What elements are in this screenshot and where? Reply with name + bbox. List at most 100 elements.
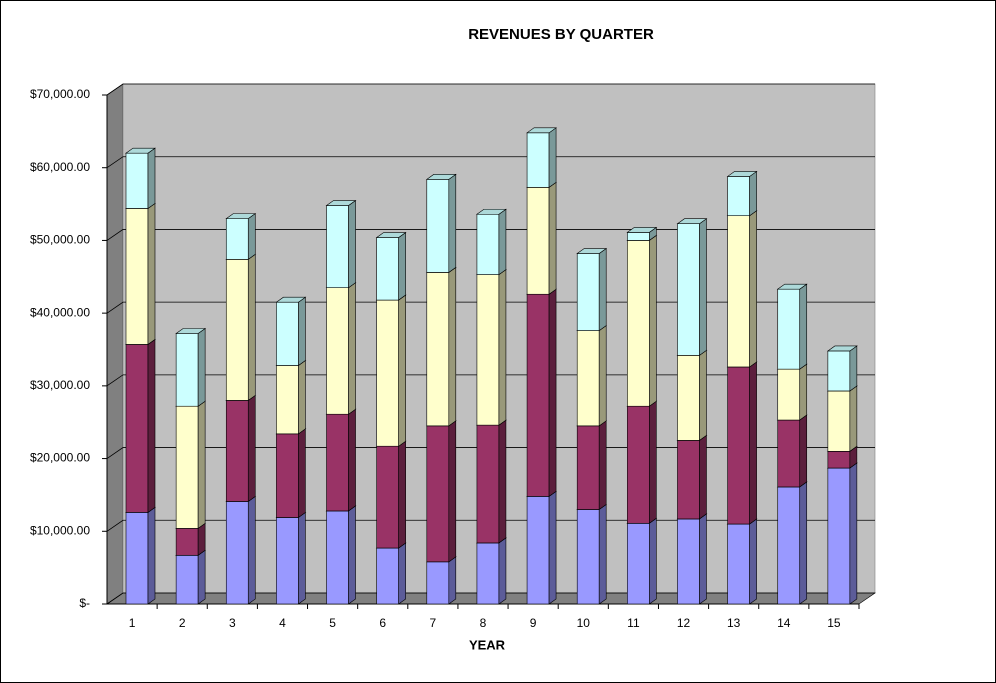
bar-side <box>598 325 607 427</box>
bar-top <box>526 127 558 134</box>
bar-front <box>276 301 299 366</box>
grid-line-segment <box>106 156 875 169</box>
bar-side <box>247 253 256 401</box>
grid-line <box>106 156 875 169</box>
bar-front <box>276 517 299 605</box>
bar-side <box>247 394 256 503</box>
bar-front <box>627 522 650 605</box>
bar-side <box>197 327 206 407</box>
bar-top <box>626 227 658 233</box>
y-tick-label: $10,000.00 <box>30 523 90 537</box>
bar-front <box>175 333 199 407</box>
bar-segment <box>526 490 558 605</box>
bar-segment <box>576 325 608 427</box>
bar-front <box>677 355 700 441</box>
bar-front <box>376 299 399 447</box>
bar-segment <box>526 127 558 188</box>
bar-segment <box>275 296 307 367</box>
grid-line <box>106 519 875 532</box>
x-axis-label: YEAR <box>469 637 506 652</box>
bar-segment <box>175 400 207 529</box>
bar-front <box>727 176 750 217</box>
bar-side <box>699 349 707 441</box>
bar-side <box>147 202 156 345</box>
bar-front <box>476 424 500 544</box>
bar-segment <box>676 513 708 605</box>
bar-side <box>849 462 858 605</box>
grid-line-segment <box>106 229 875 241</box>
bar-front <box>426 179 450 273</box>
bar-side <box>298 296 306 367</box>
bar-front <box>777 368 801 421</box>
bar-side <box>298 359 306 435</box>
bar-side <box>448 420 457 563</box>
bar-side <box>448 266 457 427</box>
bar-segment <box>475 208 507 276</box>
bar-segment <box>325 199 357 289</box>
x-tick-label: 4 <box>279 616 286 630</box>
bar-segment <box>425 556 457 605</box>
bar-side <box>398 294 406 447</box>
bar-front <box>376 547 399 605</box>
bar-segment <box>425 173 457 274</box>
bar-side <box>348 199 356 289</box>
bar-side <box>799 481 808 605</box>
bar-front <box>576 253 600 331</box>
bar-segment <box>475 537 507 605</box>
grid-line-segment <box>106 83 875 96</box>
bar-side <box>348 282 356 415</box>
bar-segment <box>776 363 808 421</box>
bar-segment <box>826 462 858 605</box>
bar-top <box>776 283 808 290</box>
bar-front <box>225 501 249 605</box>
bar-segment <box>676 218 708 356</box>
bar-segment <box>526 288 558 497</box>
bar-segment <box>125 147 156 210</box>
bar-front <box>576 425 600 510</box>
bar-segment <box>225 495 257 605</box>
bar-side <box>197 522 206 556</box>
bar-side <box>247 495 256 605</box>
bar-side <box>348 408 356 512</box>
bar-segment <box>275 511 307 605</box>
bar-segment <box>375 231 407 301</box>
bar-front <box>426 272 450 427</box>
bar-top <box>425 174 457 180</box>
bar-top <box>676 218 708 225</box>
grid-line-segment <box>106 519 875 532</box>
bar-top <box>826 345 858 352</box>
bar-top <box>325 200 357 206</box>
x-tick-label: 8 <box>480 616 487 630</box>
bar-side <box>147 506 156 605</box>
bar-side <box>849 345 858 392</box>
bar-side <box>448 173 457 274</box>
bar-front <box>175 405 199 529</box>
bar-front <box>827 350 851 392</box>
bar-front <box>276 433 299 518</box>
bar-front <box>627 405 650 524</box>
bar-front <box>426 425 450 563</box>
bar-segment <box>726 518 758 605</box>
bar-front <box>476 213 500 275</box>
x-tick-label: 9 <box>530 616 537 630</box>
grid-line-segment <box>106 447 875 459</box>
bar-segment <box>375 294 407 447</box>
bar-segment <box>626 226 658 242</box>
bar-side <box>749 361 757 525</box>
bar-segment <box>726 170 758 217</box>
bar-side <box>147 338 156 513</box>
bar-segment <box>375 440 407 549</box>
x-tick-label: 11 <box>627 616 640 630</box>
grid-line <box>106 301 875 314</box>
bar-side <box>799 414 808 488</box>
bar-side <box>749 518 757 605</box>
bar-segment <box>175 549 207 605</box>
bar-segment <box>676 434 708 520</box>
bar-segment <box>225 394 257 503</box>
bar-top <box>225 213 257 219</box>
bar-front <box>677 223 700 356</box>
bar-front <box>777 419 801 488</box>
bar-front <box>526 132 550 188</box>
bar-segment <box>325 505 357 605</box>
x-tick-label: 15 <box>827 616 841 630</box>
